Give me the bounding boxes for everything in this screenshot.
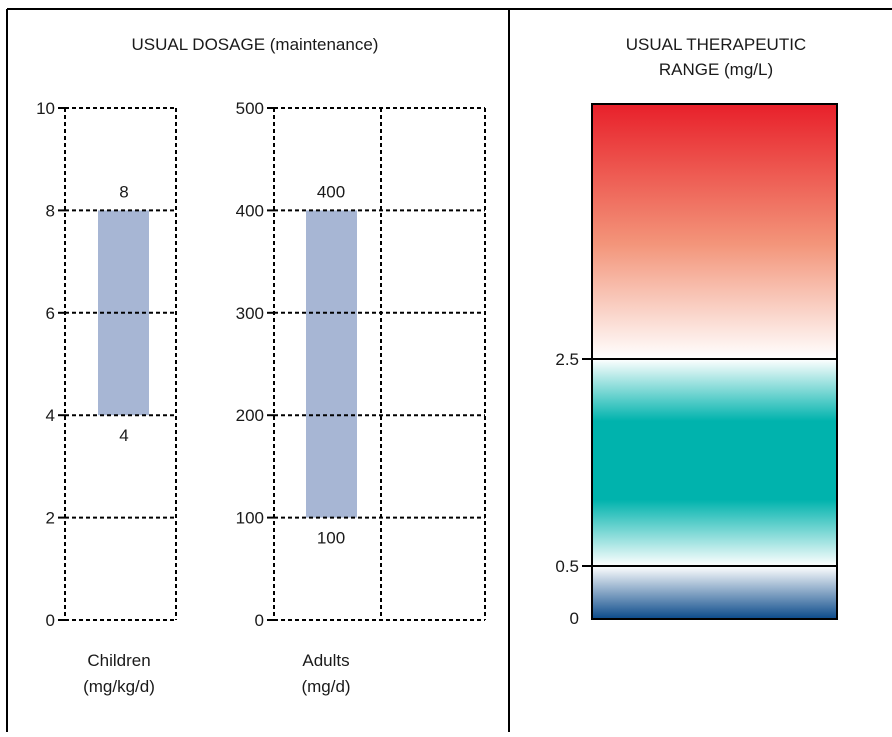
children-y-tick-label: 2	[46, 509, 55, 528]
adults-grid	[273, 107, 486, 621]
therapeutic-title-line-2: RANGE (mg/L)	[659, 60, 773, 79]
children-plot: 0 2 4 6 8 10 8 4 Children (mg/kg/d)	[36, 99, 177, 696]
adults-plot: 0 100 200 300 400 500 400 100 Adults (mg/d)	[236, 99, 486, 696]
adults-y-tick-label: 400	[236, 201, 264, 220]
children-y-tick-label: 8	[46, 201, 55, 220]
therapeutic-zone-band	[592, 359, 837, 566]
adults-y-ticks: 0 100 200 300 400 500	[236, 99, 274, 630]
therapeutic-tick-label-0-5: 0.5	[555, 557, 579, 576]
adults-xlabel-line-1: Adults	[302, 651, 349, 670]
adults-range-high-label: 400	[317, 182, 345, 201]
children-range-high-label: 8	[119, 182, 128, 201]
children-y-tick-label: 0	[46, 611, 55, 630]
therapeutic-bar-outline	[591, 103, 838, 620]
adults-y-tick-label: 0	[255, 611, 264, 630]
therapeutic-tick-label-2-5: 2.5	[555, 350, 579, 369]
children-y-tick-label: 4	[46, 406, 55, 425]
low-zone-band	[592, 566, 837, 619]
adults-y-tick-label: 100	[236, 509, 264, 528]
children-y-tick-label: 10	[36, 99, 55, 118]
therapeutic-tick-label-0: 0	[570, 609, 579, 628]
high-zone-band	[592, 104, 837, 359]
adults-range-low-label: 100	[317, 529, 345, 548]
children-xlabel-line-1: Children	[87, 651, 150, 670]
adults-y-tick-label: 200	[236, 406, 264, 425]
children-xlabel-line-2: (mg/kg/d)	[83, 677, 155, 696]
dosage-panel-title: USUAL DOSAGE (maintenance)	[132, 35, 379, 54]
adults-range-bar	[306, 210, 357, 518]
children-range-low-label: 4	[119, 426, 128, 445]
therapeutic-range-panel: USUAL THERAPEUTIC RANGE (mg/L) 2.5 0.5 0	[555, 35, 838, 628]
therapeutic-title-line-1: USUAL THERAPEUTIC	[626, 35, 806, 54]
adults-xlabel-line-2: (mg/d)	[301, 677, 350, 696]
children-grid	[64, 107, 177, 621]
adults-y-tick-label: 500	[236, 99, 264, 118]
children-y-tick-label: 6	[46, 304, 55, 323]
adults-y-tick-label: 300	[236, 304, 264, 323]
children-y-ticks: 0 2 4 6 8 10	[36, 99, 65, 630]
